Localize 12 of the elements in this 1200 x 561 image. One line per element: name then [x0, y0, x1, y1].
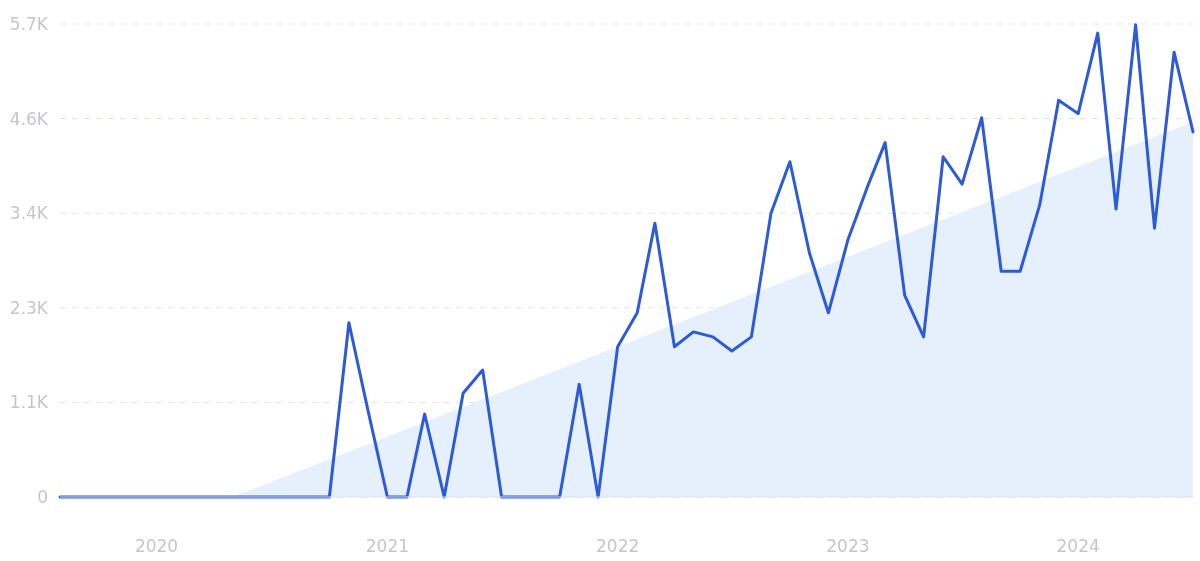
x-tick-label: 2021	[365, 536, 410, 556]
y-tick-label: 0	[37, 486, 48, 507]
x-tick-label: 2023	[826, 536, 870, 556]
y-tick-label: 2.3K	[9, 297, 49, 318]
y-tick-label: 5.7K	[9, 13, 49, 34]
x-tick-label: 2024	[1056, 536, 1100, 556]
x-tick-label: 2022	[596, 536, 640, 556]
line-series	[58, 23, 1195, 499]
y-tick-label: 3.4K	[9, 203, 49, 224]
y-tick-label: 4.6K	[9, 108, 49, 129]
x-tick-label: 2020	[134, 536, 179, 556]
y-tick-label: 1.1K	[9, 392, 49, 413]
